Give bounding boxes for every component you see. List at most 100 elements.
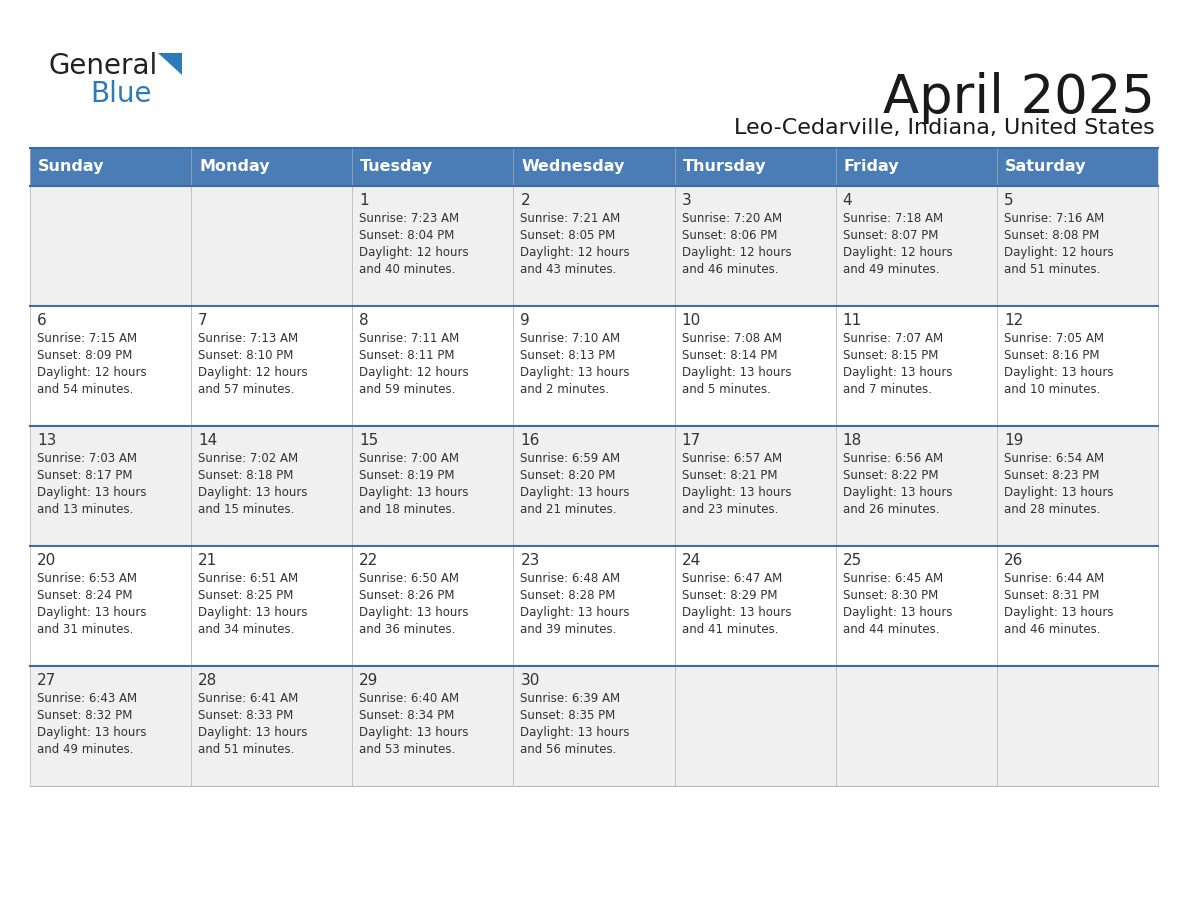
- Text: Thursday: Thursday: [683, 160, 766, 174]
- Text: 12: 12: [1004, 313, 1023, 328]
- Text: and 26 minutes.: and 26 minutes.: [842, 503, 940, 516]
- Bar: [675, 306, 835, 426]
- Text: Wednesday: Wednesday: [522, 160, 625, 174]
- Text: Sunrise: 7:13 AM: Sunrise: 7:13 AM: [198, 332, 298, 345]
- Text: and 18 minutes.: and 18 minutes.: [359, 503, 456, 516]
- Text: Sunset: 8:21 PM: Sunset: 8:21 PM: [682, 469, 777, 482]
- Bar: [30, 148, 191, 186]
- Text: Sunrise: 7:10 AM: Sunrise: 7:10 AM: [520, 332, 620, 345]
- Text: Daylight: 12 hours: Daylight: 12 hours: [842, 246, 953, 259]
- Text: Sunrise: 7:02 AM: Sunrise: 7:02 AM: [198, 452, 298, 465]
- Text: Sunset: 8:06 PM: Sunset: 8:06 PM: [682, 229, 777, 242]
- Text: and 41 minutes.: and 41 minutes.: [682, 623, 778, 636]
- Bar: [997, 666, 1158, 786]
- Text: Sunrise: 6:57 AM: Sunrise: 6:57 AM: [682, 452, 782, 465]
- Text: and 54 minutes.: and 54 minutes.: [37, 383, 133, 396]
- Text: Tuesday: Tuesday: [360, 160, 434, 174]
- Text: Daylight: 13 hours: Daylight: 13 hours: [359, 726, 469, 739]
- Text: 9: 9: [520, 313, 530, 328]
- Text: Sunrise: 6:40 AM: Sunrise: 6:40 AM: [359, 692, 460, 705]
- Text: 6: 6: [37, 313, 46, 328]
- Text: Sunrise: 6:59 AM: Sunrise: 6:59 AM: [520, 452, 620, 465]
- Bar: [191, 148, 353, 186]
- Bar: [191, 186, 353, 306]
- Text: and 7 minutes.: and 7 minutes.: [842, 383, 931, 396]
- Text: and 40 minutes.: and 40 minutes.: [359, 263, 456, 276]
- Text: and 51 minutes.: and 51 minutes.: [1004, 263, 1100, 276]
- Text: Sunrise: 6:56 AM: Sunrise: 6:56 AM: [842, 452, 943, 465]
- Text: 4: 4: [842, 193, 852, 208]
- Bar: [835, 186, 997, 306]
- Text: Sunday: Sunday: [38, 160, 105, 174]
- Bar: [513, 148, 675, 186]
- Text: 19: 19: [1004, 433, 1023, 448]
- Bar: [191, 666, 353, 786]
- Text: Sunrise: 7:23 AM: Sunrise: 7:23 AM: [359, 212, 460, 225]
- Text: Daylight: 13 hours: Daylight: 13 hours: [1004, 486, 1113, 499]
- Bar: [30, 426, 191, 546]
- Text: and 51 minutes.: and 51 minutes.: [198, 743, 295, 756]
- Text: 20: 20: [37, 553, 56, 568]
- Text: and 39 minutes.: and 39 minutes.: [520, 623, 617, 636]
- Polygon shape: [158, 53, 182, 75]
- Bar: [675, 186, 835, 306]
- Text: Daylight: 13 hours: Daylight: 13 hours: [520, 606, 630, 619]
- Text: Friday: Friday: [843, 160, 899, 174]
- Text: 2: 2: [520, 193, 530, 208]
- Text: 28: 28: [198, 673, 217, 688]
- Text: Daylight: 13 hours: Daylight: 13 hours: [198, 606, 308, 619]
- Text: and 15 minutes.: and 15 minutes.: [198, 503, 295, 516]
- Text: Daylight: 13 hours: Daylight: 13 hours: [359, 606, 469, 619]
- Text: Saturday: Saturday: [1005, 160, 1086, 174]
- Bar: [353, 426, 513, 546]
- Text: 11: 11: [842, 313, 862, 328]
- Text: 17: 17: [682, 433, 701, 448]
- Text: Sunset: 8:25 PM: Sunset: 8:25 PM: [198, 589, 293, 602]
- Bar: [675, 426, 835, 546]
- Text: Sunrise: 7:11 AM: Sunrise: 7:11 AM: [359, 332, 460, 345]
- Bar: [353, 186, 513, 306]
- Text: Monday: Monday: [200, 160, 270, 174]
- Text: and 56 minutes.: and 56 minutes.: [520, 743, 617, 756]
- Bar: [513, 546, 675, 666]
- Bar: [353, 666, 513, 786]
- Bar: [675, 148, 835, 186]
- Text: Sunrise: 7:18 AM: Sunrise: 7:18 AM: [842, 212, 943, 225]
- Text: Leo-Cedarville, Indiana, United States: Leo-Cedarville, Indiana, United States: [734, 118, 1155, 138]
- Text: 3: 3: [682, 193, 691, 208]
- Text: 7: 7: [198, 313, 208, 328]
- Text: Daylight: 13 hours: Daylight: 13 hours: [198, 486, 308, 499]
- Bar: [353, 306, 513, 426]
- Text: Sunset: 8:32 PM: Sunset: 8:32 PM: [37, 709, 132, 722]
- Text: 13: 13: [37, 433, 56, 448]
- Text: Sunrise: 6:54 AM: Sunrise: 6:54 AM: [1004, 452, 1104, 465]
- Text: Sunrise: 6:45 AM: Sunrise: 6:45 AM: [842, 572, 943, 585]
- Text: and 34 minutes.: and 34 minutes.: [198, 623, 295, 636]
- Text: and 28 minutes.: and 28 minutes.: [1004, 503, 1100, 516]
- Text: Sunrise: 6:47 AM: Sunrise: 6:47 AM: [682, 572, 782, 585]
- Bar: [513, 186, 675, 306]
- Text: Sunrise: 6:41 AM: Sunrise: 6:41 AM: [198, 692, 298, 705]
- Text: Daylight: 12 hours: Daylight: 12 hours: [1004, 246, 1113, 259]
- Text: Sunset: 8:35 PM: Sunset: 8:35 PM: [520, 709, 615, 722]
- Text: and 5 minutes.: and 5 minutes.: [682, 383, 771, 396]
- Text: Daylight: 13 hours: Daylight: 13 hours: [37, 486, 146, 499]
- Text: Sunset: 8:22 PM: Sunset: 8:22 PM: [842, 469, 939, 482]
- Bar: [675, 666, 835, 786]
- Text: Sunset: 8:10 PM: Sunset: 8:10 PM: [198, 349, 293, 362]
- Text: Daylight: 13 hours: Daylight: 13 hours: [520, 366, 630, 379]
- Bar: [997, 186, 1158, 306]
- Text: Sunrise: 7:16 AM: Sunrise: 7:16 AM: [1004, 212, 1104, 225]
- Text: Sunrise: 7:05 AM: Sunrise: 7:05 AM: [1004, 332, 1104, 345]
- Text: and 13 minutes.: and 13 minutes.: [37, 503, 133, 516]
- Bar: [675, 546, 835, 666]
- Bar: [513, 306, 675, 426]
- Text: Daylight: 13 hours: Daylight: 13 hours: [842, 366, 953, 379]
- Text: 24: 24: [682, 553, 701, 568]
- Text: Sunrise: 7:21 AM: Sunrise: 7:21 AM: [520, 212, 620, 225]
- Text: 15: 15: [359, 433, 379, 448]
- Text: Sunset: 8:29 PM: Sunset: 8:29 PM: [682, 589, 777, 602]
- Text: Sunrise: 6:48 AM: Sunrise: 6:48 AM: [520, 572, 620, 585]
- Text: Sunrise: 6:50 AM: Sunrise: 6:50 AM: [359, 572, 460, 585]
- Text: Daylight: 12 hours: Daylight: 12 hours: [359, 246, 469, 259]
